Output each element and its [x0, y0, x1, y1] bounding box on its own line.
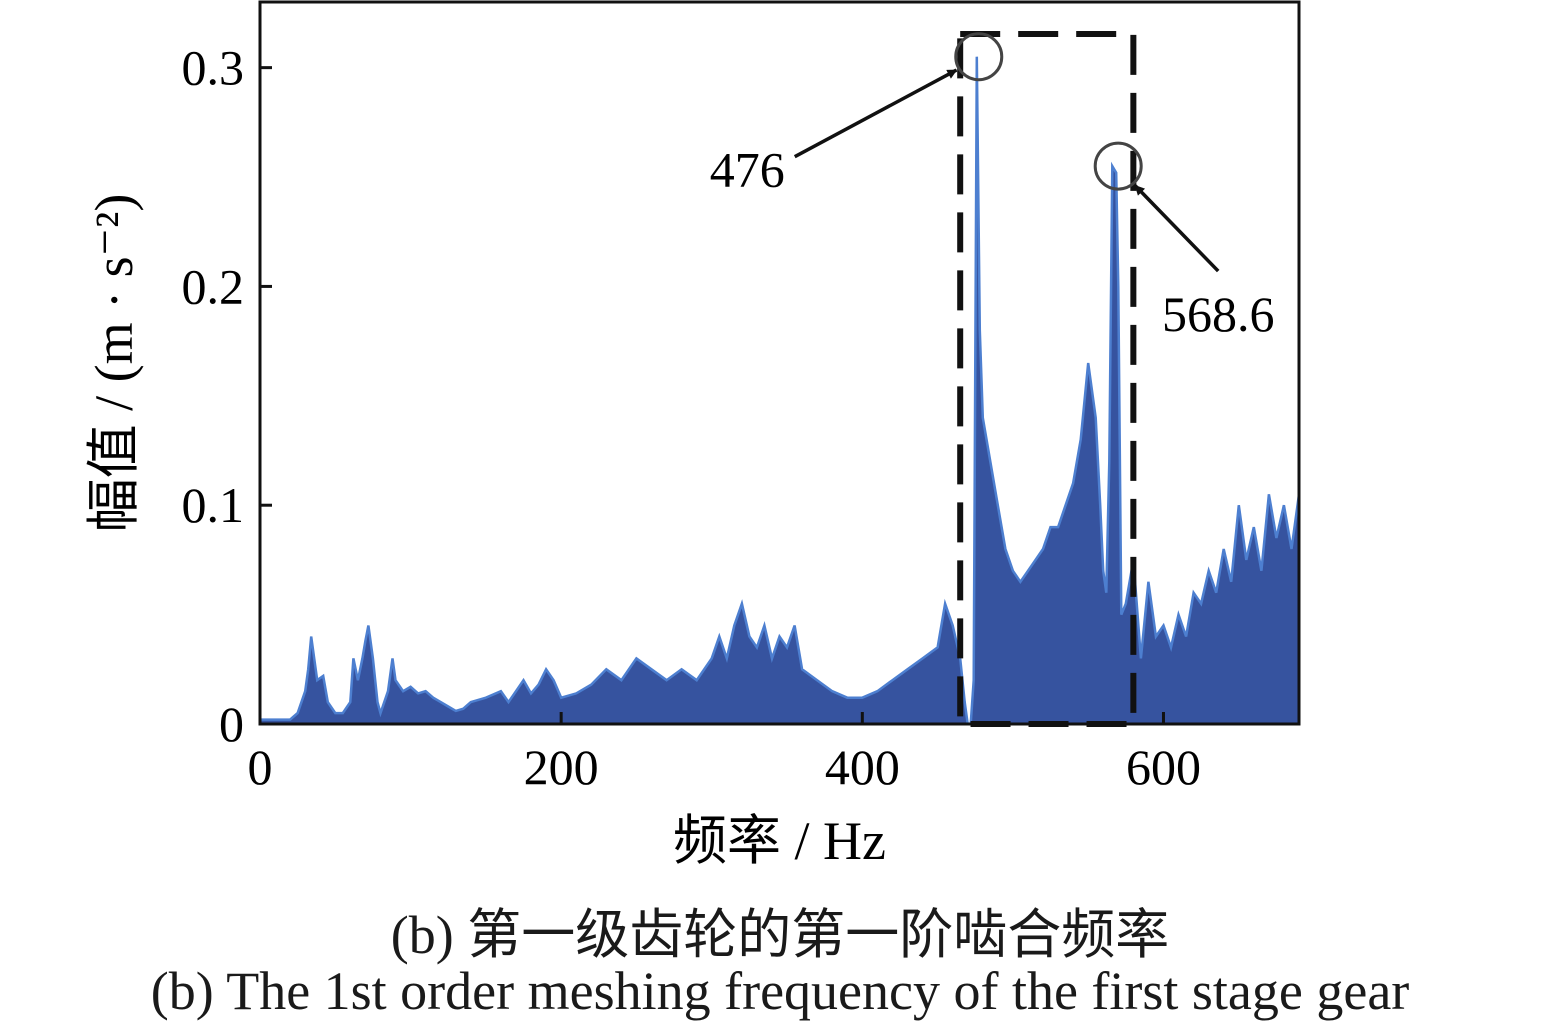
x-tick-label: 0 [248, 739, 273, 795]
x-tick-label: 600 [1126, 739, 1201, 795]
peak-label: 568.6 [1162, 286, 1275, 342]
y-axis-title: 幅值 / (m · s⁻²) [84, 194, 144, 533]
x-tick-label: 200 [524, 739, 599, 795]
series-fill-0 [260, 56, 1299, 724]
x-axis-title: 频率 / Hz [673, 811, 886, 871]
peak-marker-circle [1093, 141, 1143, 191]
y-tick-label: 0.2 [182, 258, 245, 314]
x-tick-label: 400 [825, 739, 900, 795]
peak-marker-circle [954, 32, 1004, 82]
peak-arrow [1134, 184, 1220, 273]
plot-frame [258, 0, 1301, 726]
peak-arrow [793, 68, 958, 159]
caption-english: (b) The 1st order meshing frequency of t… [150, 961, 1410, 1021]
y-tick-label: 0 [219, 696, 244, 752]
peak-label: 476 [710, 142, 785, 198]
y-tick-label: 0.1 [182, 477, 245, 533]
y-tick-label: 0.3 [182, 40, 245, 96]
caption-chinese: (b) 第一级齿轮的第一阶啮合频率 [390, 905, 1170, 965]
